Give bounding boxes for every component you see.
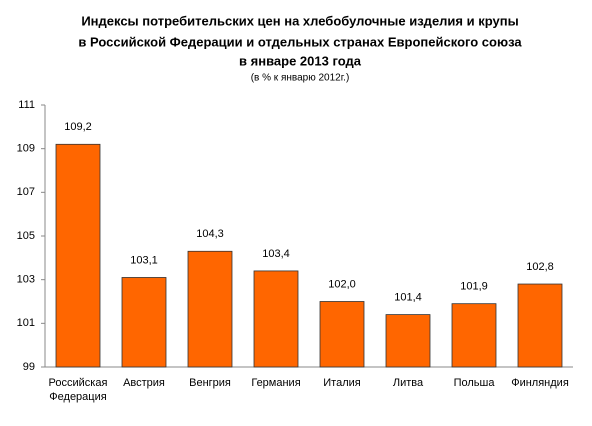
- x-tick-label: Российская Федерация: [48, 377, 108, 403]
- bar: [187, 250, 233, 368]
- y-tick-label: 109: [17, 143, 35, 155]
- value-label: 103,1: [130, 254, 158, 266]
- y-tick-label: 107: [17, 186, 35, 198]
- bar: [319, 301, 365, 368]
- value-label: 102,8: [526, 261, 554, 273]
- bar: [451, 303, 497, 368]
- bar: [385, 314, 431, 368]
- x-tick-label: Венгрия: [189, 377, 231, 389]
- x-tick-label: Италия: [323, 377, 361, 389]
- value-label: 109,2: [64, 121, 92, 133]
- y-tick-label: 105: [17, 230, 35, 242]
- x-tick-label: Финляндия: [511, 377, 569, 389]
- x-tick-label: Польша: [453, 377, 495, 389]
- y-tick-label: 111: [18, 99, 35, 111]
- value-label: 102,0: [328, 278, 356, 290]
- chart-subtitle: (в % к январю 2012г.): [251, 73, 350, 84]
- value-label: 103,4: [262, 248, 290, 260]
- bar: [55, 143, 101, 368]
- value-label: 104,3: [196, 228, 224, 240]
- x-tick-label: Австрия: [123, 377, 165, 389]
- x-tick-label: Германия: [251, 377, 301, 389]
- value-label: 101,9: [460, 281, 488, 293]
- y-tick-label: 99: [23, 361, 35, 373]
- chart-title: Индексы потребительских цен на хлебобуло…: [81, 13, 518, 28]
- chart-title: в Российской Федерации и отдельных стран…: [78, 34, 522, 49]
- y-tick-label: 103: [17, 274, 35, 286]
- chart-title: в январе 2013 года: [239, 53, 362, 68]
- bar: [121, 277, 167, 368]
- x-tick-label: Литва: [392, 377, 424, 389]
- value-label: 101,4: [394, 292, 422, 304]
- y-tick-label: 101: [17, 317, 35, 329]
- bar: [253, 270, 299, 368]
- bar: [517, 283, 563, 368]
